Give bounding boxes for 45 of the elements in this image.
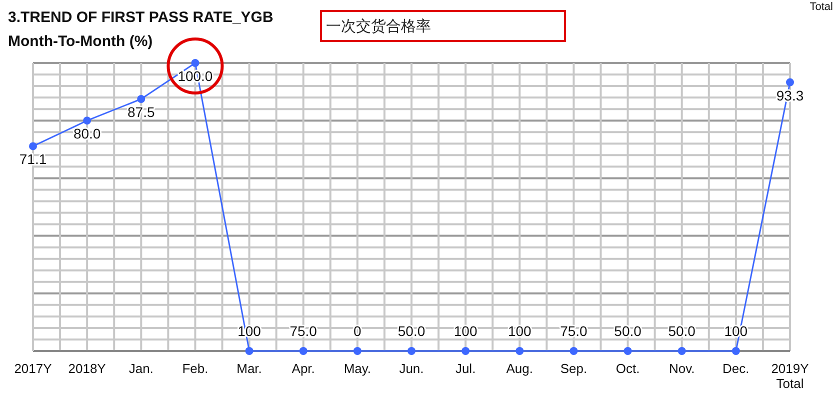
- x-tick-label: Apr.: [292, 361, 315, 376]
- x-tick-label: May.: [344, 361, 372, 376]
- data-label: 0: [354, 323, 362, 339]
- point: [786, 78, 794, 86]
- data-label: 80.0: [73, 126, 101, 142]
- annotation: 75.0: [290, 323, 318, 339]
- x-tick-label: 2017Y: [14, 361, 52, 376]
- point: [462, 347, 470, 355]
- point: [245, 347, 254, 355]
- point: [678, 347, 686, 355]
- annotation: 100: [454, 323, 478, 339]
- x-tick-label: Jun.: [399, 361, 424, 376]
- point: [624, 347, 632, 355]
- x-tick-label: 2018Y: [68, 361, 106, 376]
- point: [516, 347, 524, 355]
- x-tick-label: Jul.: [455, 361, 476, 376]
- point: [570, 347, 578, 355]
- text: Total: [810, 1, 833, 13]
- annotation: 50.0: [614, 323, 642, 339]
- x-tick-label: Mar.: [236, 361, 262, 376]
- point: [137, 95, 146, 103]
- x-tick-label: Dec.: [722, 361, 750, 376]
- text: 一次交货合格率: [326, 18, 431, 35]
- chart-subtitle: Month-To-Month (%): [8, 33, 153, 50]
- point: [408, 347, 416, 355]
- annotation: 100: [508, 323, 532, 339]
- point: [732, 347, 740, 355]
- x-tick-label: Aug.: [506, 361, 534, 376]
- x-tick-label: 2019Y Total: [771, 361, 810, 391]
- annotation: 75.0: [560, 323, 588, 339]
- point: [29, 142, 37, 150]
- point: [191, 59, 200, 67]
- x-tick-label: Nov.: [668, 361, 695, 376]
- chart-title: 3.TREND OF FIRST PASS RATE_YGB: [8, 9, 274, 26]
- x-tick-label: Feb.: [182, 361, 208, 376]
- point: [83, 116, 92, 125]
- data-label: 87.5: [128, 104, 155, 120]
- data-label: 71.1: [19, 151, 47, 168]
- point: [353, 347, 362, 355]
- x-tick-label: Sep.: [560, 361, 588, 376]
- x-tick-label: Jan.: [128, 361, 154, 376]
- x-tick-label: Oct.: [616, 361, 640, 376]
- annotation: 50.0: [398, 323, 426, 339]
- annotation: 50.0: [668, 323, 696, 339]
- point: [299, 347, 308, 355]
